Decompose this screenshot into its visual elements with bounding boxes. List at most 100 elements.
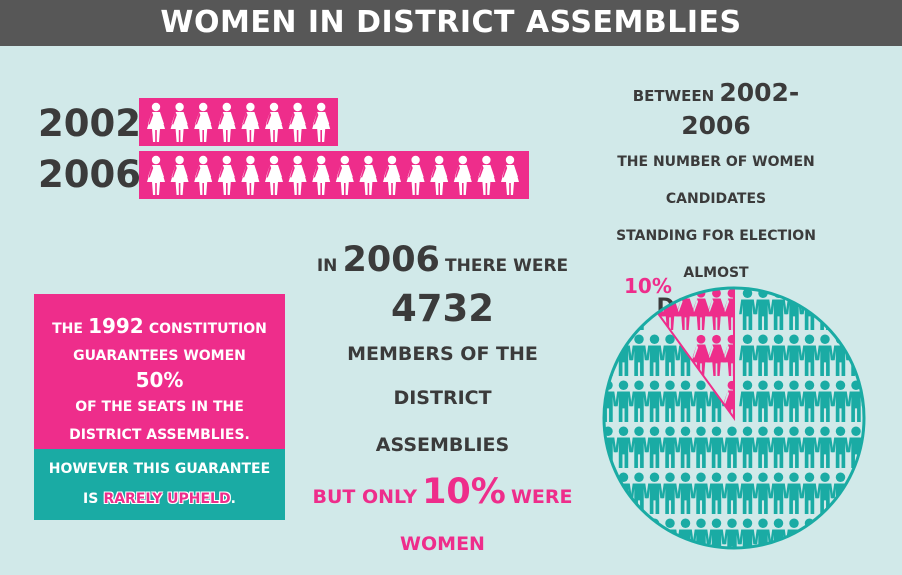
woman-icon bbox=[430, 155, 449, 195]
man-figure bbox=[832, 518, 849, 548]
man-figure bbox=[630, 334, 648, 376]
woman-icon bbox=[194, 155, 213, 195]
man-figure bbox=[816, 518, 834, 548]
man-figure bbox=[692, 426, 710, 468]
man-figure bbox=[615, 380, 632, 422]
man-figure bbox=[739, 518, 756, 548]
man-figure bbox=[646, 426, 663, 468]
man-figure bbox=[754, 380, 772, 422]
center-pct: 10% bbox=[422, 472, 506, 512]
man-figure bbox=[739, 334, 756, 376]
man-figure bbox=[604, 472, 617, 514]
man-figure bbox=[630, 518, 648, 548]
man-figure bbox=[754, 426, 772, 468]
members-text: IN 2006 THERE WERE 4732 MEMBERS OF THE D… bbox=[300, 240, 585, 568]
man-figure bbox=[615, 518, 632, 548]
man-figure bbox=[723, 426, 741, 468]
woman-icon bbox=[147, 102, 165, 142]
teal-is: IS bbox=[83, 491, 99, 507]
woman-icon bbox=[383, 155, 401, 195]
pink-the: THE bbox=[52, 321, 83, 337]
pink-assemblies: DISTRICT ASSEMBLIES. bbox=[69, 427, 250, 443]
women-icons-2006 bbox=[147, 155, 519, 195]
man-figure bbox=[801, 380, 818, 422]
man-figure bbox=[615, 426, 632, 468]
man-figure bbox=[708, 426, 725, 468]
pie-pct-label: 10% bbox=[624, 274, 672, 298]
woman-icon bbox=[170, 155, 189, 195]
header-banner: WOMEN IN DISTRICT ASSEMBLIES bbox=[0, 0, 902, 46]
side-line2: THE NUMBER OF WOMEN CANDIDATES bbox=[617, 154, 815, 207]
man-figure bbox=[661, 380, 679, 422]
woman-icon bbox=[359, 155, 378, 195]
woman-icon bbox=[194, 102, 213, 142]
center-line4: ASSEMBLIES bbox=[375, 434, 510, 456]
woman-icon bbox=[312, 102, 331, 142]
guarantee-box: HOWEVER THIS GUARANTEE IS RARELY UPHELD. bbox=[34, 449, 285, 520]
man-figure bbox=[677, 426, 694, 468]
women-icon-bar-2002 bbox=[139, 98, 338, 146]
center-there-were: THERE WERE bbox=[445, 256, 569, 276]
woman-figure bbox=[722, 334, 734, 376]
man-figure bbox=[832, 380, 849, 422]
pink-guarantees: GUARANTEES WOMEN bbox=[73, 348, 246, 364]
woman-icon bbox=[477, 155, 496, 195]
man-figure bbox=[832, 426, 849, 468]
woman-icon bbox=[288, 102, 307, 142]
center-in: IN bbox=[316, 256, 338, 276]
women-icon-bar-2006 bbox=[139, 151, 529, 199]
man-figure bbox=[692, 380, 710, 422]
woman-figure bbox=[707, 288, 726, 330]
women-icons-2002 bbox=[147, 102, 331, 142]
man-figure bbox=[770, 380, 787, 422]
man-figure bbox=[661, 334, 679, 376]
center-were: WERE bbox=[510, 486, 573, 508]
man-figure bbox=[770, 426, 787, 468]
woman-icon bbox=[312, 155, 331, 195]
pink-seats: OF THE SEATS IN THE bbox=[75, 399, 244, 415]
man-figure bbox=[723, 518, 741, 548]
man-figure bbox=[646, 334, 663, 376]
center-women: WOMEN bbox=[400, 533, 485, 555]
man-figure bbox=[708, 518, 725, 548]
man-figure bbox=[677, 380, 694, 422]
man-figure bbox=[770, 334, 787, 376]
man-figure bbox=[785, 334, 803, 376]
man-figure bbox=[604, 288, 617, 330]
woman-icon bbox=[241, 155, 260, 195]
man-figure bbox=[801, 334, 818, 376]
man-figure bbox=[754, 472, 772, 514]
pink-fifty: 50% bbox=[135, 368, 184, 392]
man-figure bbox=[604, 518, 617, 548]
side-line3: STANDING FOR ELECTION ALMOST bbox=[616, 228, 816, 281]
man-figure bbox=[630, 426, 648, 468]
woman-icon bbox=[217, 102, 236, 142]
pink-constitution: CONSTITUTION bbox=[148, 321, 267, 337]
man-figure bbox=[646, 380, 663, 422]
man-figure bbox=[785, 472, 803, 514]
woman-icon bbox=[265, 102, 283, 142]
woman-icon bbox=[406, 155, 425, 195]
woman-icon bbox=[147, 155, 165, 195]
pink-year: 1992 bbox=[88, 314, 144, 338]
man-figure bbox=[739, 472, 756, 514]
man-figure bbox=[739, 426, 756, 468]
year-label-2002: 2002 bbox=[38, 102, 141, 145]
man-figure bbox=[816, 334, 834, 376]
pie-border bbox=[602, 286, 866, 550]
man-figure bbox=[615, 288, 632, 330]
man-figure bbox=[754, 334, 772, 376]
woman-icon bbox=[217, 155, 236, 195]
page-title: WOMEN IN DISTRICT ASSEMBLIES bbox=[160, 5, 742, 40]
man-figure bbox=[863, 529, 864, 548]
teal-period: . bbox=[230, 491, 236, 507]
man-figure bbox=[816, 380, 834, 422]
man-figure bbox=[785, 426, 803, 468]
side-years: 2002-2006 bbox=[681, 78, 800, 140]
man-figure bbox=[785, 380, 803, 422]
center-year: 2006 bbox=[342, 240, 440, 280]
man-figure bbox=[723, 472, 741, 514]
man-figure bbox=[630, 380, 648, 422]
woman-icon bbox=[241, 102, 260, 142]
people-pie-chart bbox=[602, 286, 866, 550]
